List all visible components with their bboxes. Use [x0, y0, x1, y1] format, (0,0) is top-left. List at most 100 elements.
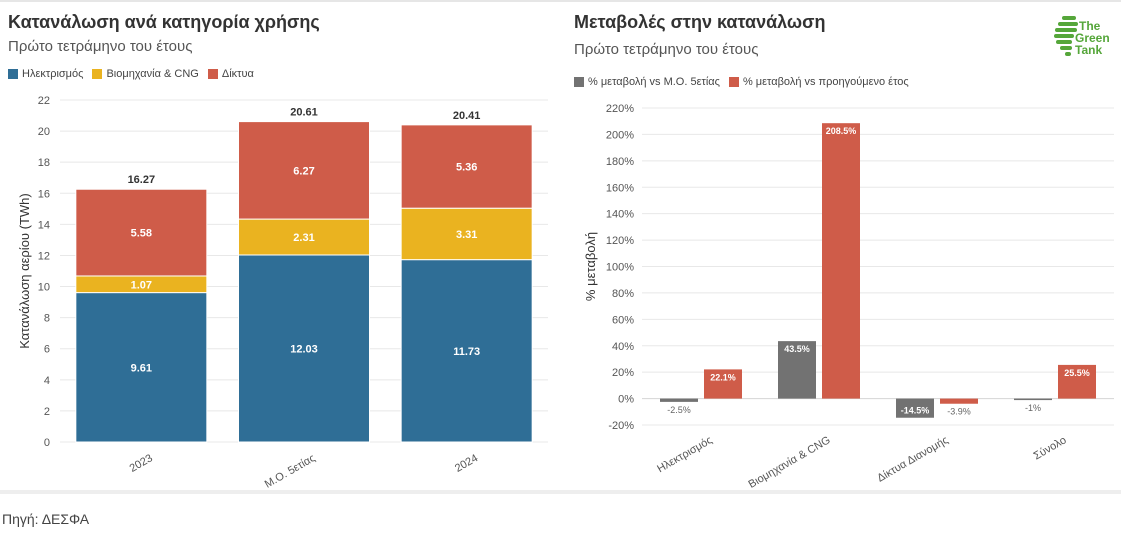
- x-tick-label: Μ.Ο. 5ετίας: [263, 452, 318, 490]
- segment-value-label: 12.03: [290, 343, 318, 355]
- segment-value-label: 1.07: [131, 279, 152, 291]
- x-tick-label: Σύνολο: [1032, 434, 1069, 462]
- total-value-label: 20.41: [453, 110, 481, 122]
- legend-item-vs-5yr-avg[interactable]: % μεταβολή vs Μ.Ο. 5ετίας: [574, 76, 720, 88]
- legend-swatch: [8, 69, 18, 79]
- legend-label: Δίκτυα: [221, 68, 254, 80]
- y-tick-label: 4: [44, 375, 50, 387]
- legend-label: % μεταβολή vs Μ.Ο. 5ετίας: [588, 76, 720, 88]
- y-tick-label: 220%: [606, 103, 634, 115]
- source-note: Πηγή: ΔΕΣΦΑ: [2, 511, 90, 527]
- legend-label: Βιομηχανία & CNG: [106, 68, 199, 80]
- bar-value-label: -1%: [1025, 403, 1041, 413]
- y-tick-label: 40%: [612, 341, 634, 353]
- bar: [822, 123, 860, 399]
- y-tick-label: -20%: [608, 420, 634, 432]
- bar-value-label: 22.1%: [710, 372, 736, 382]
- bar-segment: [75, 188, 208, 277]
- footer-divider: [0, 490, 1121, 494]
- y-tick-label: 0%: [618, 394, 634, 406]
- segment-value-label: 2.31: [293, 232, 314, 244]
- bar: [896, 398, 934, 418]
- bar: [660, 398, 698, 402]
- bar-segment: [238, 254, 370, 443]
- y-tick-label: 140%: [606, 209, 634, 221]
- y-tick-label: 8: [44, 313, 50, 325]
- bar-value-label: -14.5%: [901, 406, 930, 416]
- y-tick-label: 60%: [612, 314, 634, 326]
- y-tick-label: 20: [38, 126, 50, 138]
- bar: [1058, 364, 1096, 399]
- legend-swatch: [207, 69, 218, 79]
- x-tick-label: Δίκτυα Διανομής: [875, 434, 950, 484]
- logo-text-green: Green: [1075, 31, 1110, 45]
- the-green-tank-logo: The Green Tank: [1053, 14, 1113, 62]
- total-value-label: 20.61: [290, 107, 318, 119]
- legend-item-vs-prev-year[interactable]: % μεταβολή vs προηγούμενο έτος: [728, 76, 909, 88]
- y-tick-label: 6: [44, 344, 50, 356]
- y-tick-label: 10: [38, 282, 50, 294]
- y-axis-label: Κατανάλωση αερίου (TWh): [17, 193, 32, 348]
- legend-item-networks[interactable]: Δίκτυα: [207, 68, 254, 80]
- segment-value-label: 6.27: [293, 165, 314, 177]
- segment-value-label: 5.36: [456, 162, 477, 174]
- right-chart-subtitle: Πρώτο τετράμηνο του έτους: [574, 41, 759, 58]
- y-tick-label: 100%: [606, 262, 634, 274]
- bar-segment: [238, 218, 370, 256]
- grouped-bar-chart: -20% 0% 20% 40% 60% 80% 100% 120% 140% 160% 180% 20…: [583, 103, 1114, 490]
- x-tick-label: 2023: [128, 452, 155, 475]
- segment-value-label: 9.61: [131, 362, 152, 374]
- legend-label: % μεταβολή vs προηγούμενο έτος: [742, 76, 909, 88]
- legend-swatch: [728, 77, 739, 87]
- y-tick-label: 80%: [612, 288, 634, 300]
- y-tick-label: 16: [38, 188, 50, 200]
- bar: [778, 341, 816, 399]
- y-tick-label: 18: [38, 157, 50, 169]
- legend-label: Ηλεκτρισμός: [22, 68, 84, 80]
- bar: [704, 369, 742, 399]
- y-tick-label: 160%: [606, 182, 634, 194]
- y-tick-label: 14: [38, 219, 50, 231]
- left-legend: Ηλεκτρισμός Βιομηχανία & CNG Δίκτυα: [8, 68, 263, 80]
- green-leaf-globe-icon: [1054, 16, 1078, 56]
- legend-item-electricity[interactable]: Ηλεκτρισμός: [8, 68, 83, 80]
- segment-value-label: 11.73: [453, 346, 480, 358]
- stacked-bar-chart: 0 2 4 6 8 10 12 14 16 18 20 22 Κατανάλωση αερίου (TW…: [17, 95, 548, 490]
- bar-segment: [238, 121, 370, 220]
- segment-value-label: 3.31: [456, 229, 477, 241]
- legend-item-industry[interactable]: Βιομηχανία & CNG: [92, 68, 199, 80]
- bar-segment: [400, 259, 533, 443]
- y-tick-label: 200%: [606, 129, 634, 141]
- logo-text-the: The: [1079, 19, 1101, 33]
- left-chart-subtitle: Πρώτο τετράμηνο του έτους: [8, 38, 193, 55]
- right-legend: % μεταβολή vs Μ.Ο. 5ετίας % μεταβολή vs …: [574, 76, 918, 88]
- y-tick-label: 0: [44, 437, 50, 449]
- bar-segment: [75, 292, 208, 443]
- segment-value-label: 5.58: [131, 228, 152, 240]
- y-axis-label: % μεταβολή: [583, 232, 598, 301]
- left-chart-title: Κατανάλωση ανά κατηγορία χρήσης: [8, 12, 320, 32]
- bar-value-label: 43.5%: [784, 344, 810, 354]
- bar-value-label: -2.5%: [667, 405, 691, 415]
- bar-value-label: 208.5%: [826, 126, 857, 136]
- right-chart-title: Μεταβολές στην κατανάλωση: [574, 12, 826, 32]
- bar-value-label: 25.5%: [1064, 368, 1090, 378]
- top-border: [0, 0, 1121, 2]
- x-tick-label: Βιομηχανία & CNG: [746, 434, 832, 490]
- y-tick-label: 22: [38, 95, 50, 107]
- y-tick-label: 2: [44, 406, 50, 418]
- bar-value-label: -3.9%: [947, 407, 971, 417]
- y-tick-label: 20%: [612, 367, 634, 379]
- bar: [1014, 398, 1052, 401]
- total-value-label: 16.27: [128, 174, 156, 186]
- legend-swatch: [92, 69, 103, 79]
- x-tick-label: Ηλεκτρισμός: [655, 434, 714, 475]
- y-tick-label: 120%: [606, 235, 634, 247]
- logo-text-tank: Tank: [1075, 43, 1103, 57]
- y-tick-label: 180%: [606, 156, 634, 168]
- bar: [940, 398, 978, 404]
- bar-segment: [400, 124, 533, 209]
- y-tick-label: 12: [38, 250, 50, 262]
- legend-swatch: [574, 77, 584, 87]
- x-tick-label: 2024: [453, 452, 480, 475]
